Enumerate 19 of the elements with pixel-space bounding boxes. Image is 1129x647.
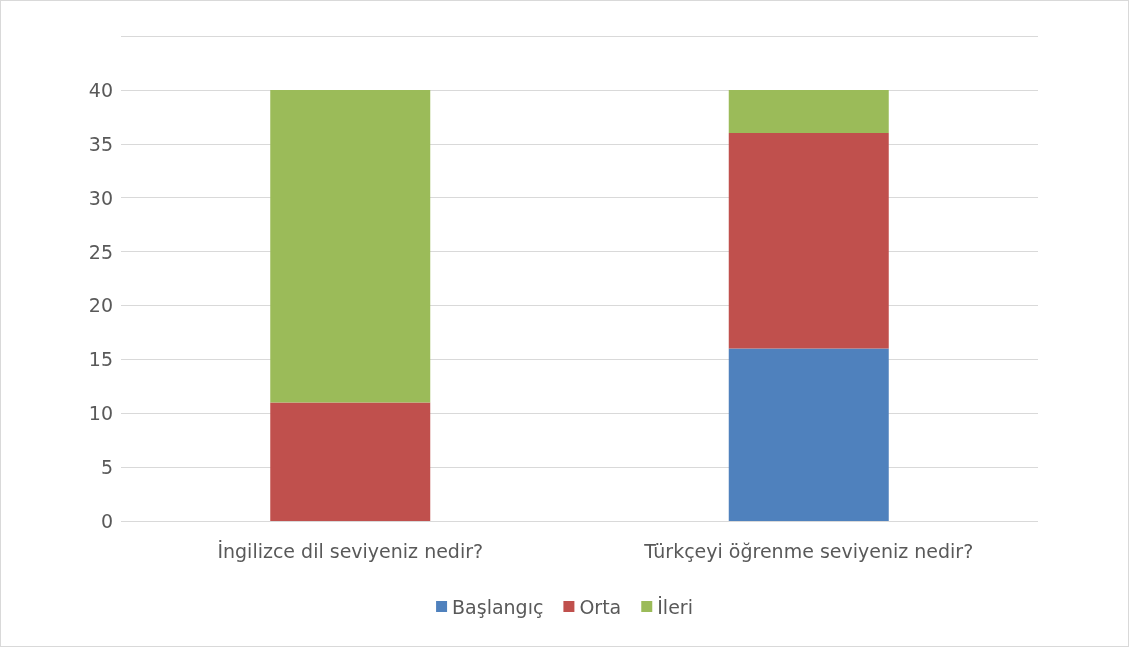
legend-label: Başlangıç xyxy=(452,595,544,618)
legend-label: İleri xyxy=(657,595,693,618)
bar xyxy=(270,402,431,521)
x-tick-label: İngilizce dil seviyeniz nedir? xyxy=(217,539,484,562)
legend-label: Orta xyxy=(579,595,622,618)
y-tick-label: 20 xyxy=(88,294,113,317)
y-tick-label: 30 xyxy=(88,186,113,209)
y-tick-label: 10 xyxy=(88,402,113,425)
bar xyxy=(270,89,431,403)
bar xyxy=(728,348,889,521)
y-tick-label: 25 xyxy=(88,240,113,263)
x-tick-label: Türkçeyi öğrenme seviyeniz nedir? xyxy=(643,539,974,562)
y-tick-label: 0 xyxy=(100,510,113,532)
y-tick-label: 40 xyxy=(88,78,113,101)
y-tick-label: 35 xyxy=(88,132,113,155)
bar xyxy=(728,133,889,349)
y-tick-label: 5 xyxy=(100,456,113,479)
y-tick-label: 15 xyxy=(88,348,113,371)
bar xyxy=(728,89,889,133)
